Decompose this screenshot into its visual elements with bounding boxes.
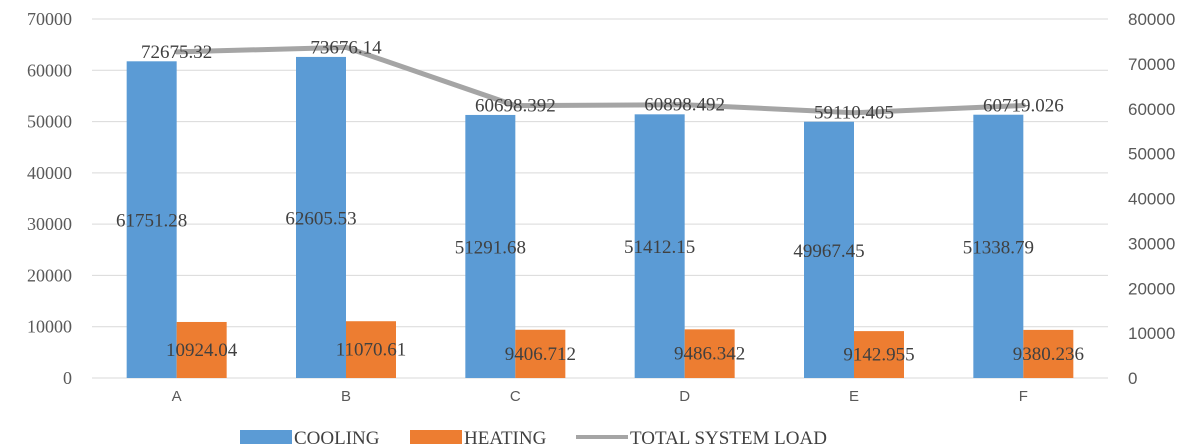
category-label: B [341, 388, 351, 405]
data-labels: 61751.28 62605.53 51291.68 51412.15 49967.45… [116, 37, 1084, 365]
right-tick-label: 0 [1128, 369, 1137, 388]
cooling-data-label: 51338.79 [963, 237, 1034, 258]
heating-data-label: 10924.04 [166, 340, 238, 361]
right-tick-label: 10000 [1128, 324, 1175, 343]
left-tick-label: 60000 [27, 60, 72, 80]
right-tick-label: 50000 [1128, 145, 1175, 164]
total-data-label: 60898.492 [644, 95, 725, 116]
category-label: A [172, 388, 182, 405]
left-tick-label: 30000 [27, 214, 72, 234]
total-system-load-line [174, 44, 1026, 116]
left-tick-label: 70000 [27, 9, 72, 29]
left-axis-ticks: 0 10000 20000 30000 40000 50000 60000 70000 [27, 9, 72, 388]
cooling-bar [465, 114, 516, 378]
cooling-bar [973, 114, 1024, 378]
right-tick-label: 40000 [1128, 190, 1175, 209]
legend-swatch [410, 430, 462, 444]
cooling-bar [804, 121, 854, 378]
cooling-data-label: 49967.45 [793, 241, 864, 262]
heating-bar [176, 321, 227, 378]
cooling-data-label: 51291.68 [455, 237, 526, 258]
cooling-bar [126, 61, 177, 379]
cooling-bar [634, 114, 685, 379]
left-tick-label: 40000 [27, 163, 72, 183]
total-data-label: 60698.392 [475, 96, 556, 117]
legend-label: TOTAL SYSTEM LOAD [630, 428, 827, 448]
heating-data-label: 11070.61 [336, 340, 407, 361]
right-tick-label: 30000 [1128, 234, 1175, 253]
heating-bar [854, 331, 904, 378]
right-tick-label: 60000 [1128, 100, 1175, 119]
left-tick-label: 50000 [27, 112, 72, 132]
category-label: F [1019, 388, 1028, 405]
cooling-data-label: 61751.28 [116, 211, 187, 232]
legend: COOLING HEATING TOTAL SYSTEM LOAD [240, 428, 827, 448]
category-label: E [849, 388, 859, 405]
total-data-label: 73676.14 [310, 37, 382, 58]
right-tick-label: 70000 [1128, 55, 1175, 74]
heating-bar [515, 329, 566, 378]
total-data-label: 72675.32 [141, 42, 212, 63]
heating-data-label: 9380.236 [1013, 344, 1084, 365]
left-tick-label: 20000 [27, 265, 72, 285]
left-tick-label: 0 [63, 368, 72, 388]
total-line [174, 44, 1026, 116]
category-label: D [679, 388, 690, 405]
category-labels: A B C D E F [172, 388, 1028, 405]
total-data-label: 59110.405 [814, 103, 894, 124]
bars [126, 56, 1074, 379]
heating-bar [1023, 329, 1074, 378]
category-label: C [510, 388, 521, 405]
heating-data-label: 9486.342 [674, 344, 745, 365]
gridlines [92, 18, 1108, 379]
total-data-label: 60719.026 [983, 96, 1064, 117]
heating-data-label: 9142.955 [843, 345, 914, 366]
cooling-data-label: 62605.53 [285, 208, 356, 229]
cooling-bar [296, 56, 346, 379]
left-tick-label: 10000 [27, 317, 72, 337]
heating-data-label: 9406.712 [505, 344, 576, 365]
right-tick-label: 20000 [1128, 279, 1175, 298]
legend-label: COOLING [294, 428, 380, 448]
heating-bar [684, 329, 735, 378]
legend-swatch [240, 430, 292, 444]
right-axis-ticks: 0 10000 20000 30000 40000 50000 60000 70000 8000… [1128, 10, 1175, 388]
legend-label: HEATING [464, 428, 547, 448]
right-tick-label: 80000 [1128, 10, 1175, 29]
cooling-data-label: 51412.15 [624, 237, 695, 258]
heating-bar [346, 321, 396, 378]
